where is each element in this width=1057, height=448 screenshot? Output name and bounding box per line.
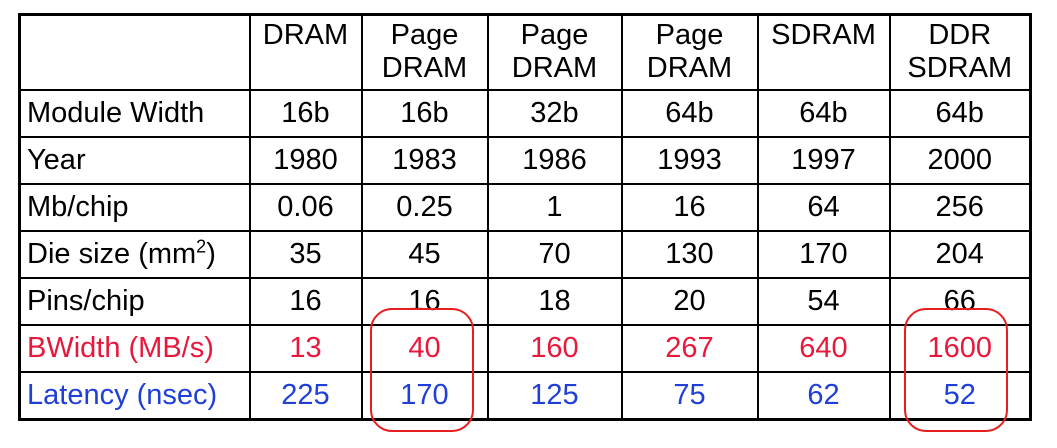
row-label: Module Width	[18, 89, 251, 138]
table-cell: 13	[248, 324, 363, 373]
table-row: Year 1980 1983 1986 1993 1997 2000	[18, 136, 1032, 185]
row-label: Pins/chip	[18, 277, 251, 326]
table-cell: 35	[248, 230, 363, 279]
table-cell: 170	[756, 230, 891, 279]
table-row: Module Width 16b 16b 32b 64b 64b 64b	[18, 89, 1032, 138]
column-header-line1: DRAM	[262, 19, 349, 51]
header-row: DRAM Page DRAM Page DRAM Page DRAM SDRAM DD…	[18, 13, 1032, 91]
table-cell: 1600	[888, 324, 1032, 373]
corner-cell	[18, 13, 251, 91]
table-container: DRAM Page DRAM Page DRAM Page DRAM SDRAM DD…	[18, 13, 1032, 437]
table-cell: 52	[888, 371, 1032, 421]
table-row-latency: Latency (nsec) 225 170 125 75 62 52	[18, 371, 1032, 421]
row-label-superscript: 2	[196, 236, 207, 257]
row-label: Latency (nsec)	[18, 371, 251, 421]
table-cell: 130	[620, 230, 759, 279]
row-label-end: )	[206, 238, 216, 270]
table-cell: 1986	[486, 136, 623, 185]
table-cell: 160	[486, 324, 623, 373]
column-header: DDR SDRAM	[888, 13, 1032, 91]
table-cell: 267	[620, 324, 759, 373]
column-header-line2: DRAM	[381, 52, 468, 84]
column-header: SDRAM	[756, 13, 891, 91]
column-header-line2: SDRAM	[907, 52, 1013, 84]
table-cell: 16	[360, 277, 489, 326]
dram-comparison-table: DRAM Page DRAM Page DRAM Page DRAM SDRAM DD…	[18, 13, 1032, 421]
table-cell: 16b	[360, 89, 489, 138]
table-cell: 225	[248, 371, 363, 421]
table-cell: 1993	[620, 136, 759, 185]
table-cell: 66	[888, 277, 1032, 326]
column-header: DRAM	[248, 13, 363, 91]
row-label: Mb/chip	[18, 183, 251, 232]
table-cell: 54	[756, 277, 891, 326]
table-row: Die size (mm2) 35 45 70 130 170 204	[18, 230, 1032, 279]
table-cell: 1980	[248, 136, 363, 185]
table-cell: 18	[486, 277, 623, 326]
row-label: Year	[18, 136, 251, 185]
column-header-line1: SDRAM	[771, 19, 876, 51]
column-header-line1: Page	[390, 19, 459, 51]
table-row: Pins/chip 16 16 18 20 54 66	[18, 277, 1032, 326]
table-cell: 0.06	[248, 183, 363, 232]
table-cell: 1	[486, 183, 623, 232]
table-cell: 640	[756, 324, 891, 373]
column-header-line2: DRAM	[511, 52, 598, 84]
table-cell: 75	[620, 371, 759, 421]
table-cell: 64b	[620, 89, 759, 138]
column-header: Page DRAM	[486, 13, 623, 91]
column-header-line1: DDR	[928, 19, 992, 51]
column-header: Page DRAM	[620, 13, 759, 91]
row-label-text: Die size (mm	[27, 238, 197, 270]
column-header: Page DRAM	[360, 13, 489, 91]
table-cell: 170	[360, 371, 489, 421]
table-cell: 62	[756, 371, 891, 421]
table-row: Mb/chip 0.06 0.25 1 16 64 256	[18, 183, 1032, 232]
table-cell: 125	[486, 371, 623, 421]
table-cell: 70	[486, 230, 623, 279]
table-cell: 2000	[888, 136, 1032, 185]
table-cell: 32b	[486, 89, 623, 138]
table-cell: 204	[888, 230, 1032, 279]
table-cell: 20	[620, 277, 759, 326]
column-header-line1: Page	[520, 19, 589, 51]
table-cell: 45	[360, 230, 489, 279]
table-row-bandwidth: BWidth (MB/s) 13 40 160 267 640 1600	[18, 324, 1032, 373]
table-cell: 1983	[360, 136, 489, 185]
table-cell: 40	[360, 324, 489, 373]
table-cell: 64	[756, 183, 891, 232]
table-cell: 16b	[248, 89, 363, 138]
table-cell: 0.25	[360, 183, 489, 232]
table-cell: 256	[888, 183, 1032, 232]
table-cell: 1997	[756, 136, 891, 185]
row-label: BWidth (MB/s)	[18, 324, 251, 373]
column-header-line1: Page	[655, 19, 724, 51]
row-label: Die size (mm2)	[18, 230, 251, 279]
table-cell: 64b	[888, 89, 1032, 138]
table-cell: 16	[248, 277, 363, 326]
table-cell: 16	[620, 183, 759, 232]
column-header-line2: DRAM	[646, 52, 733, 84]
table-cell: 64b	[756, 89, 891, 138]
